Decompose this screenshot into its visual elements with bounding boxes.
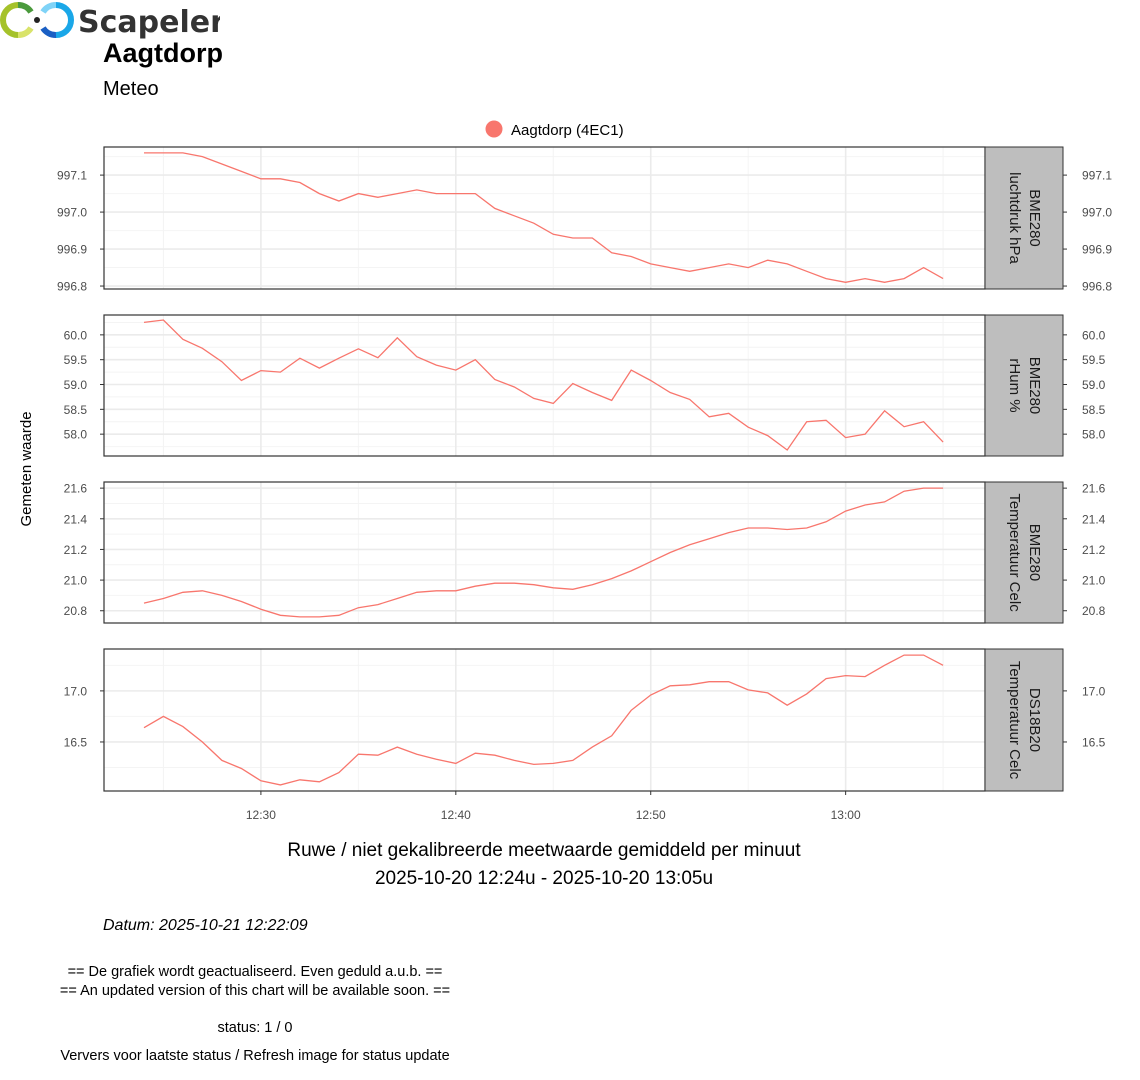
- y-tick-label-right: 58.5: [1082, 403, 1106, 417]
- series-line: [143, 319, 944, 451]
- series-line: [143, 487, 944, 618]
- panel-background: [104, 482, 985, 623]
- strip-label-line: BME280: [1026, 524, 1043, 582]
- y-tick-label-right: 997.1: [1082, 169, 1112, 183]
- y-tick-label-right: 17.0: [1082, 684, 1106, 698]
- x-tick-label: 12:30: [246, 808, 276, 822]
- y-tick-label-left: 60.0: [64, 328, 88, 342]
- legend-label: Aagtdorp (4EC1): [511, 122, 624, 139]
- panel-background: [104, 147, 985, 289]
- update-message-en: == An updated version of this chart will…: [59, 983, 451, 999]
- strip-label-line: BME280: [1026, 357, 1043, 415]
- y-tick-label-right: 59.0: [1082, 378, 1106, 392]
- facet-strip: [984, 314, 1064, 457]
- y-tick-label-left: 21.6: [64, 482, 88, 496]
- refresh-hint: Ververs voor laatste status / Refresh im…: [60, 1048, 450, 1064]
- facet-strip-label: DS18B20Temperatuur Celc: [1006, 661, 1043, 780]
- y-tick-label-right: 996.8: [1082, 280, 1112, 294]
- strip-label-line: Temperatuur Celc: [1006, 493, 1023, 612]
- panel-background: [104, 315, 985, 456]
- y-tick-label-right: 20.8: [1082, 604, 1106, 618]
- y-tick-label-left: 59.5: [64, 353, 88, 367]
- y-tick-label-right: 58.0: [1082, 428, 1106, 442]
- scapeler-logo: Scapeler: [0, 2, 225, 40]
- y-tick-label-left: 21.2: [64, 543, 88, 557]
- y-tick-label-left: 17.0: [64, 684, 88, 698]
- y-tick-label-right: 996.9: [1082, 243, 1112, 257]
- panel-2: 20.8 20.8 21.0 21.0 21.2 21.2 21.4 21.4 21.6 21.6…: [64, 481, 1106, 624]
- panel-1: 58.0 58.0 58.5 58.5 59.0 59.0 59.5 59.5 60.0 60.0…: [64, 314, 1106, 457]
- facet-strip: [984, 146, 1064, 290]
- y-tick-label-right: 21.6: [1082, 482, 1106, 496]
- facet-strip: [984, 648, 1064, 792]
- strip-label-line: DS18B20: [1026, 688, 1043, 752]
- y-tick-label-left: 997.0: [57, 206, 87, 220]
- y-tick-label-left: 16.5: [64, 735, 88, 749]
- y-tick-label-right: 60.0: [1082, 328, 1106, 342]
- date-range-caption: 2025-10-20 12:24u - 2025-10-20 13:05u: [374, 868, 714, 889]
- y-tick-label-right: 997.0: [1082, 206, 1112, 220]
- series-line: [144, 152, 944, 283]
- status-text: status: 1 / 0: [217, 1020, 293, 1036]
- facet-strip-label: BME280rHum %: [1006, 357, 1043, 415]
- datum-label: Datum: 2025-10-21 12:22:09: [103, 917, 308, 934]
- y-axis-label: Gemeten waarde: [18, 411, 35, 526]
- panel-background: [104, 649, 985, 791]
- x-axis-caption: Ruwe / niet gekalibreerde meetwaarde gem…: [287, 840, 801, 861]
- y-tick-label-right: 21.4: [1082, 512, 1106, 526]
- y-tick-label-right: 21.0: [1082, 574, 1106, 588]
- y-tick-label-left: 59.0: [64, 378, 88, 392]
- y-tick-label-left: 21.4: [64, 512, 88, 526]
- x-tick-label: 12:40: [441, 808, 471, 822]
- legend-key-icon: [485, 120, 503, 138]
- y-tick-label-left: 21.0: [64, 574, 88, 588]
- strip-label-line: BME280: [1026, 189, 1043, 247]
- series-line: [143, 654, 944, 786]
- panel-0: 996.8 996.8 996.9 996.9 997.0 997.0 997.1 997.1…: [57, 146, 1112, 294]
- panel-3: 16.5 16.5 17.0 17.0 DS18B20Temperatuur Celc: [64, 648, 1106, 792]
- x-tick-label: 12:50: [636, 808, 666, 822]
- logo-text: Scapeler: [78, 5, 220, 40]
- y-tick-label-left: 58.5: [64, 403, 88, 417]
- strip-label-line: Temperatuur Celc: [1006, 661, 1023, 780]
- facet-strip-label: BME280Temperatuur Celc: [1006, 493, 1043, 612]
- strip-label-line: rHum %: [1006, 358, 1023, 412]
- facet-strip-label: BME280luchtdruk hPa: [1006, 172, 1043, 264]
- y-tick-label-right: 16.5: [1082, 735, 1106, 749]
- chart-subtitle: Meteo: [103, 78, 159, 100]
- update-message-nl: == De grafiek wordt geactualiseerd. Even…: [67, 964, 443, 980]
- chart-title: Aagtdorp: [103, 38, 223, 68]
- y-tick-label-right: 21.2: [1082, 543, 1106, 557]
- strip-label-line: luchtdruk hPa: [1006, 172, 1023, 264]
- y-tick-label-left: 996.8: [57, 280, 87, 294]
- facet-strip: [984, 481, 1064, 624]
- y-tick-label-right: 59.5: [1082, 353, 1106, 367]
- x-tick-label: 13:00: [831, 808, 861, 822]
- y-tick-label-left: 20.8: [64, 604, 88, 618]
- y-tick-label-left: 997.1: [57, 169, 87, 183]
- y-tick-label-left: 58.0: [64, 428, 88, 442]
- y-tick-label-left: 996.9: [57, 243, 87, 257]
